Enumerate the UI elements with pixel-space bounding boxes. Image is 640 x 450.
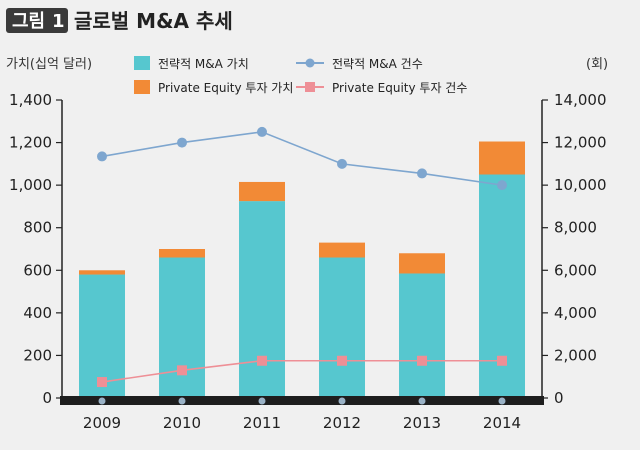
point-pe-count: [337, 355, 347, 366]
bar-pe-value: [159, 249, 205, 258]
bars: [79, 141, 525, 398]
left-tick-label: 200: [23, 346, 52, 364]
x-tick-label: 2010: [163, 414, 201, 432]
bar-pe-value: [479, 141, 525, 175]
x-axis-marker: [338, 397, 346, 405]
right-tick-label: 10,000: [554, 176, 607, 194]
left-tick-label: 400: [23, 304, 52, 322]
left-tick-label: 1,200: [9, 134, 52, 152]
bar-strategic-value: [239, 201, 285, 398]
bar-pe-value: [319, 242, 365, 258]
bar-strategic-value: [399, 273, 445, 398]
left-tick-label: 800: [23, 219, 52, 237]
x-axis-marker: [98, 397, 106, 405]
x-axis-marker: [498, 397, 506, 405]
bar-pe-value: [239, 181, 285, 202]
title-badge-number: 1: [52, 11, 65, 32]
x-tick-label: 2009: [83, 414, 121, 432]
point-strategic-count: [257, 126, 267, 137]
line-pe-count: [101, 359, 502, 383]
legend-label-pe-value: Private Equity 투자 가치: [158, 81, 293, 95]
x-axis-marker: [258, 397, 266, 405]
right-tick-label: 2,000: [554, 346, 597, 364]
bar-strategic-value: [159, 257, 205, 398]
point-strategic-count: [177, 137, 187, 148]
right-tick-label: 12,000: [554, 134, 607, 152]
bar-pe-value: [79, 270, 125, 275]
x-axis-labels: 2009 2010 2011 2012 2013 2014: [83, 397, 521, 432]
legend-swatch-pe-value: [134, 80, 150, 94]
chart-title: 글로벌 M&A 추세: [74, 9, 233, 33]
title-badge-label: 그림: [12, 11, 45, 32]
bar-pe-value: [399, 253, 445, 274]
legend-label-pe-count: Private Equity 투자 건수: [332, 81, 467, 95]
bar-strategic-value: [319, 257, 365, 398]
line-strategic-count: [101, 131, 503, 186]
legend-label-strategic-value: 전략적 M&A 가치: [158, 57, 249, 71]
left-tick-label: 1,000: [9, 176, 52, 194]
point-pe-count: [97, 377, 107, 388]
x-tick-label: 2012: [323, 414, 361, 432]
right-tick-label: 8,000: [554, 219, 597, 237]
x-tick-label: 2014: [483, 414, 521, 432]
point-strategic-count: [417, 168, 427, 179]
right-tick-label: 0: [554, 389, 564, 407]
x-axis-marker: [418, 397, 426, 405]
legend-marker-strategic-count: [305, 58, 315, 68]
title-badge: 그림 1: [6, 8, 68, 33]
legend-marker-pe-count: [305, 82, 315, 92]
left-tick-label: 0: [42, 389, 52, 407]
x-tick-label: 2013: [403, 414, 441, 432]
point-pe-count: [177, 365, 187, 376]
x-axis-marker: [178, 397, 186, 405]
title-badge-background: [6, 8, 68, 33]
legend-label-strategic-count: 전략적 M&A 건수: [332, 57, 423, 71]
lines: [97, 126, 507, 388]
point-strategic-count: [97, 151, 107, 162]
point-pe-count: [417, 355, 427, 366]
point-pe-count: [497, 355, 507, 366]
right-axis-ticks: 0 2,000 4,000 6,000 8,000 10,000 12,000 14,000: [542, 91, 607, 407]
right-axis-label: (회): [586, 57, 608, 72]
point-strategic-count: [497, 180, 507, 191]
left-tick-label: 600: [23, 261, 52, 279]
point-pe-count: [257, 355, 267, 366]
legend-swatch-strategic-value: [134, 56, 150, 70]
x-tick-label: 2011: [243, 414, 281, 432]
point-strategic-count: [337, 158, 347, 169]
x-axis-band: [60, 396, 544, 405]
right-tick-label: 4,000: [554, 304, 597, 322]
left-tick-label: 1,400: [9, 91, 52, 109]
left-axis-ticks: 0 200 400 600 800 1,000 1,200 1,400: [9, 91, 62, 407]
right-tick-label: 14,000: [554, 91, 607, 109]
legend: 전략적 M&A 가치 Private Equity 투자 가치 전략적 M&A …: [134, 56, 467, 95]
right-tick-label: 6,000: [554, 261, 597, 279]
left-axis-label: 가치(십억 달러): [6, 57, 92, 72]
